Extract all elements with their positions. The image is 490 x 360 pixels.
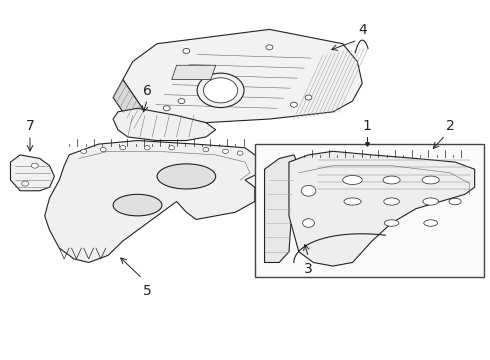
Text: 7: 7	[25, 120, 34, 134]
Ellipse shape	[423, 198, 439, 205]
Polygon shape	[172, 65, 216, 80]
Circle shape	[237, 151, 243, 155]
Circle shape	[203, 78, 238, 103]
Circle shape	[169, 145, 174, 150]
Polygon shape	[45, 140, 260, 262]
Ellipse shape	[157, 164, 216, 189]
Text: 6: 6	[143, 84, 152, 98]
Circle shape	[203, 147, 209, 152]
Circle shape	[222, 149, 228, 153]
Circle shape	[305, 95, 312, 100]
Ellipse shape	[344, 198, 361, 205]
Circle shape	[266, 45, 273, 50]
Polygon shape	[289, 151, 475, 266]
Ellipse shape	[343, 176, 362, 184]
Polygon shape	[113, 80, 147, 134]
Circle shape	[291, 102, 297, 107]
Circle shape	[120, 145, 126, 150]
Circle shape	[81, 149, 87, 153]
Circle shape	[31, 163, 38, 168]
Text: 3: 3	[304, 262, 313, 276]
Ellipse shape	[449, 198, 461, 205]
Ellipse shape	[422, 176, 439, 184]
Circle shape	[163, 106, 170, 111]
Polygon shape	[123, 30, 362, 123]
Ellipse shape	[113, 194, 162, 216]
Ellipse shape	[384, 198, 399, 205]
Circle shape	[303, 219, 315, 227]
Text: 4: 4	[358, 23, 367, 37]
Polygon shape	[113, 108, 216, 140]
Circle shape	[197, 73, 244, 108]
Polygon shape	[265, 155, 299, 262]
Circle shape	[301, 185, 316, 196]
Ellipse shape	[384, 220, 399, 226]
Bar	[255, 144, 485, 277]
Ellipse shape	[424, 220, 438, 226]
Circle shape	[178, 99, 185, 104]
Ellipse shape	[383, 176, 400, 184]
Circle shape	[145, 145, 150, 150]
Text: 2: 2	[446, 120, 455, 134]
Text: 1: 1	[363, 120, 371, 134]
Text: 5: 5	[143, 284, 151, 298]
Circle shape	[183, 48, 190, 53]
Circle shape	[100, 147, 106, 152]
Circle shape	[22, 181, 28, 186]
Polygon shape	[10, 155, 54, 191]
